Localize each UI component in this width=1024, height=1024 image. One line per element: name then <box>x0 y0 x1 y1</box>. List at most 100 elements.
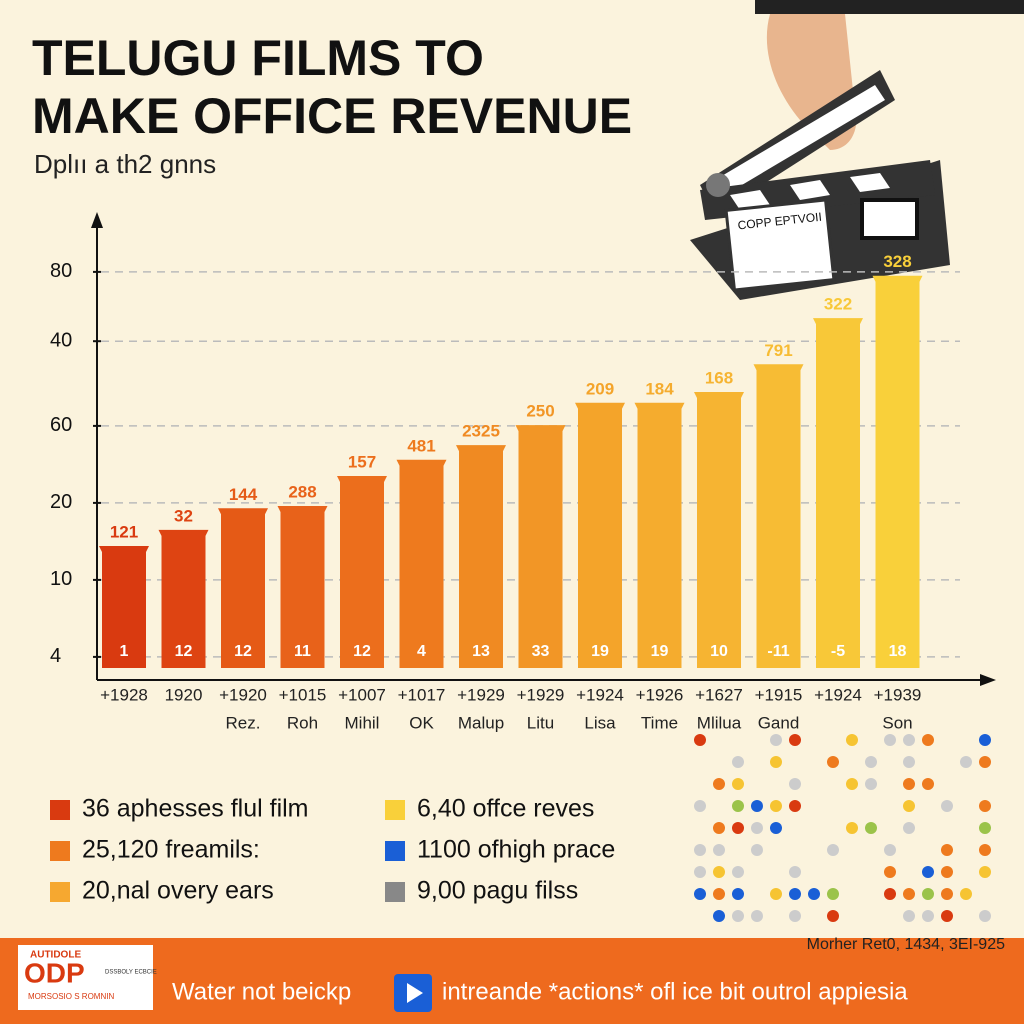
dot <box>751 910 763 922</box>
x-year-label: +1928 <box>100 685 148 704</box>
dot <box>770 822 782 834</box>
dot <box>903 778 915 790</box>
dot <box>903 734 915 746</box>
dot <box>979 822 991 834</box>
bar-top-label: 144 <box>229 485 258 504</box>
y-tick-label: 20 <box>50 491 72 513</box>
logo-main: ODP <box>24 957 85 988</box>
dot <box>808 888 820 900</box>
dot <box>922 734 934 746</box>
bar-inner-label: 10 <box>710 643 728 660</box>
bar-top-label: 168 <box>705 369 733 388</box>
dot <box>732 910 744 922</box>
clapperboard: COPP EPTVOII <box>690 0 1024 300</box>
dot <box>979 866 991 878</box>
x-tick-label: Roh <box>287 713 318 732</box>
bar-inner-label: 4 <box>417 643 426 660</box>
bar-inner-label: -5 <box>831 643 845 660</box>
bar <box>694 392 744 668</box>
bar <box>99 546 149 668</box>
dot <box>789 778 801 790</box>
legend-swatch <box>50 800 70 820</box>
dot <box>713 866 725 878</box>
x-tick-label: OK <box>409 713 434 732</box>
x-year-label: +1007 <box>338 685 386 704</box>
dot <box>789 866 801 878</box>
x-tick-label: Mlilua <box>697 713 742 732</box>
dot <box>827 910 839 922</box>
dot <box>941 844 953 856</box>
subtitle: Dplıı a th2 gnns <box>34 149 216 179</box>
dot <box>789 800 801 812</box>
dot <box>770 734 782 746</box>
bar-top-label: 184 <box>645 379 674 398</box>
dot <box>713 910 725 922</box>
legend-swatch <box>50 841 70 861</box>
bar <box>813 318 863 668</box>
x-year-label: +1920 <box>219 685 267 704</box>
legend-label: 20,nal overy ears <box>82 877 274 905</box>
bar <box>277 505 328 668</box>
legend-swatch <box>50 882 70 902</box>
dot <box>732 756 744 768</box>
dot <box>694 734 706 746</box>
logo-bottom: MORSOSIO S ROMNIN <box>28 992 114 1001</box>
bar-inner-label: -11 <box>767 643 789 660</box>
dot <box>827 756 839 768</box>
dot <box>922 910 934 922</box>
dot <box>865 822 877 834</box>
dot <box>922 866 934 878</box>
dot <box>751 822 763 834</box>
bar <box>396 459 447 668</box>
bar-inner-label: 19 <box>651 643 669 660</box>
x-year-label: +1015 <box>279 685 327 704</box>
x-year-label: +1939 <box>874 685 922 704</box>
bar-top-label: 328 <box>883 252 911 271</box>
legend: 36 aphesses flul film 6,40 offce reves 25,… <box>50 795 615 905</box>
x-year-label: +1929 <box>457 685 505 704</box>
dot <box>827 888 839 900</box>
bar <box>456 445 506 668</box>
footer-banner <box>0 938 1024 1024</box>
dot <box>941 866 953 878</box>
bar-top-label: 32 <box>174 506 193 525</box>
dot <box>713 822 725 834</box>
bar-top-label: 157 <box>348 452 376 471</box>
dot <box>789 734 801 746</box>
dot <box>884 734 896 746</box>
bar <box>218 508 268 668</box>
bar <box>575 402 625 668</box>
dot <box>751 800 763 812</box>
legend-label: 25,120 freamils: <box>82 836 260 864</box>
dot <box>713 844 725 856</box>
dot <box>713 778 725 790</box>
dot <box>941 800 953 812</box>
y-tick-label: 10 <box>50 568 72 590</box>
dot <box>903 822 915 834</box>
dot <box>865 756 877 768</box>
dot <box>979 756 991 768</box>
dot <box>941 888 953 900</box>
logo-top: AUTIDOLE <box>30 950 81 961</box>
title-line-2: MAKE OFFICE REVENUE <box>32 88 632 144</box>
dot <box>884 888 896 900</box>
dot <box>694 866 706 878</box>
dot <box>732 778 744 790</box>
dot <box>789 910 801 922</box>
legend-label: 36 aphesses flul film <box>82 795 309 823</box>
bar-top-label: 2325 <box>462 422 500 441</box>
dot <box>979 734 991 746</box>
dot <box>732 866 744 878</box>
dot <box>789 888 801 900</box>
bar-inner-label: 18 <box>889 643 907 660</box>
banner-left: Water not beickp <box>172 978 351 1005</box>
y-tick-label: 4 <box>50 645 61 667</box>
dot <box>770 756 782 768</box>
x-year-label: +1017 <box>398 685 446 704</box>
x-tick-label: Lisa <box>584 713 616 732</box>
bar <box>872 275 923 668</box>
dot <box>732 800 744 812</box>
legend-label: 9,00 pagu filss <box>417 877 578 905</box>
bar-top-label: 322 <box>824 295 852 314</box>
dot <box>732 822 744 834</box>
